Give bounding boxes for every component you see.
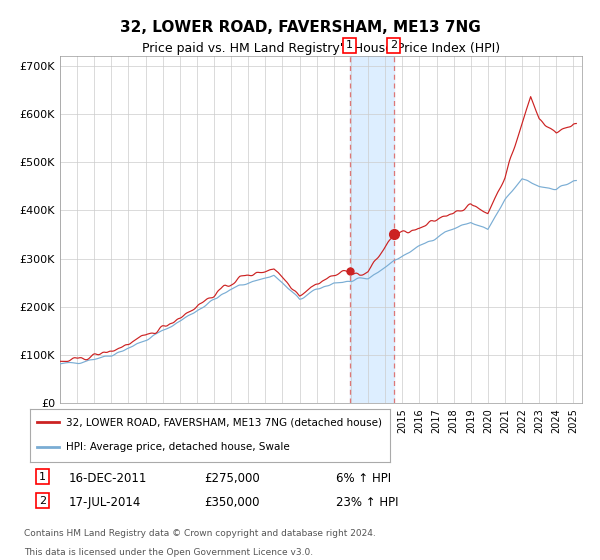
Text: 32, LOWER ROAD, FAVERSHAM, ME13 7NG (detached house): 32, LOWER ROAD, FAVERSHAM, ME13 7NG (det… — [66, 417, 382, 427]
Text: 6% ↑ HPI: 6% ↑ HPI — [336, 472, 391, 484]
Text: 2: 2 — [390, 40, 397, 50]
Text: £350,000: £350,000 — [204, 496, 260, 508]
Text: 2: 2 — [39, 496, 46, 506]
Text: Contains HM Land Registry data © Crown copyright and database right 2024.: Contains HM Land Registry data © Crown c… — [24, 529, 376, 538]
Text: 32, LOWER ROAD, FAVERSHAM, ME13 7NG: 32, LOWER ROAD, FAVERSHAM, ME13 7NG — [119, 20, 481, 35]
Text: 1: 1 — [39, 472, 46, 482]
Text: 17-JUL-2014: 17-JUL-2014 — [69, 496, 142, 508]
Text: This data is licensed under the Open Government Licence v3.0.: This data is licensed under the Open Gov… — [24, 548, 313, 557]
Text: HPI: Average price, detached house, Swale: HPI: Average price, detached house, Swal… — [66, 442, 290, 452]
Title: Price paid vs. HM Land Registry's House Price Index (HPI): Price paid vs. HM Land Registry's House … — [142, 42, 500, 55]
Text: 1: 1 — [346, 40, 353, 50]
Bar — [350, 56, 394, 403]
Text: 23% ↑ HPI: 23% ↑ HPI — [336, 496, 398, 508]
Text: £275,000: £275,000 — [204, 472, 260, 484]
Text: 16-DEC-2011: 16-DEC-2011 — [69, 472, 148, 484]
